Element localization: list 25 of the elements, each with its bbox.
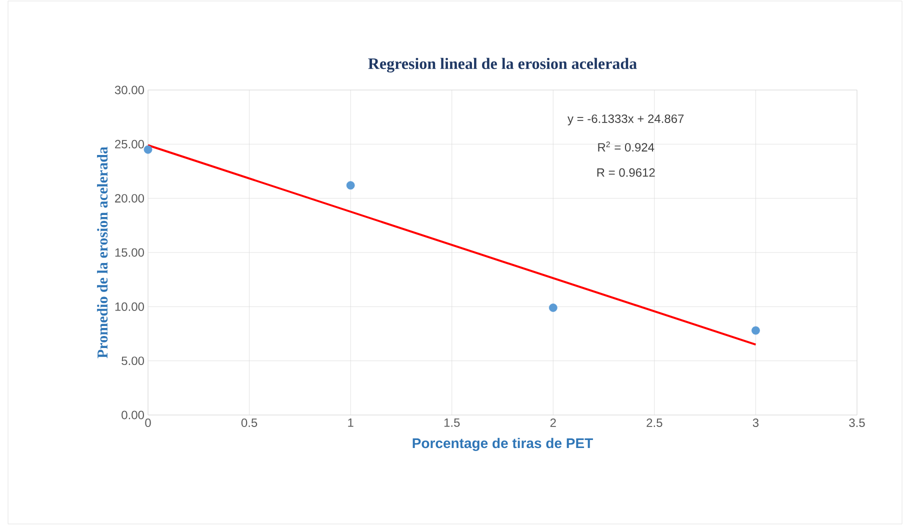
x-axis-title: Porcentage de tiras de PET [412, 438, 593, 451]
y-tick-label: 30.00 [114, 86, 144, 94]
x-tick-label: 2 [550, 418, 556, 427]
chart-title: Regresion lineal de la erosion acelerada [368, 58, 637, 72]
y-tick-label: 15.00 [115, 248, 144, 257]
x-tick-label: 3.5 [849, 418, 865, 428]
point [548, 304, 558, 312]
x-tick-label: 1.5 [444, 418, 460, 427]
x-tick-label: 2.5 [646, 418, 662, 428]
x-tick-label: 0.5 [241, 418, 258, 428]
point [752, 326, 760, 335]
x-tick-label: 1 [348, 418, 354, 427]
annotation: y = -6.1333x + 24.867 [568, 114, 684, 126]
y-tick-label: 20.00 [115, 194, 144, 203]
annotation: R$^{2}$ = 0.924 [598, 142, 654, 152]
x-tick-label: 3 [752, 418, 759, 428]
y-axis-title: Promedio de la erosion acelerada [97, 146, 108, 358]
x-tick-label: 0 [145, 418, 151, 428]
y-tick-label: 10.00 [115, 302, 144, 311]
annotation: R = 0.9612 [597, 168, 655, 177]
point [346, 181, 355, 190]
y-tick-label: 5.00 [122, 356, 144, 366]
y-tick-label: 25.00 [115, 140, 144, 148]
point [144, 145, 152, 154]
y-tick-label: 0.00 [122, 410, 144, 420]
